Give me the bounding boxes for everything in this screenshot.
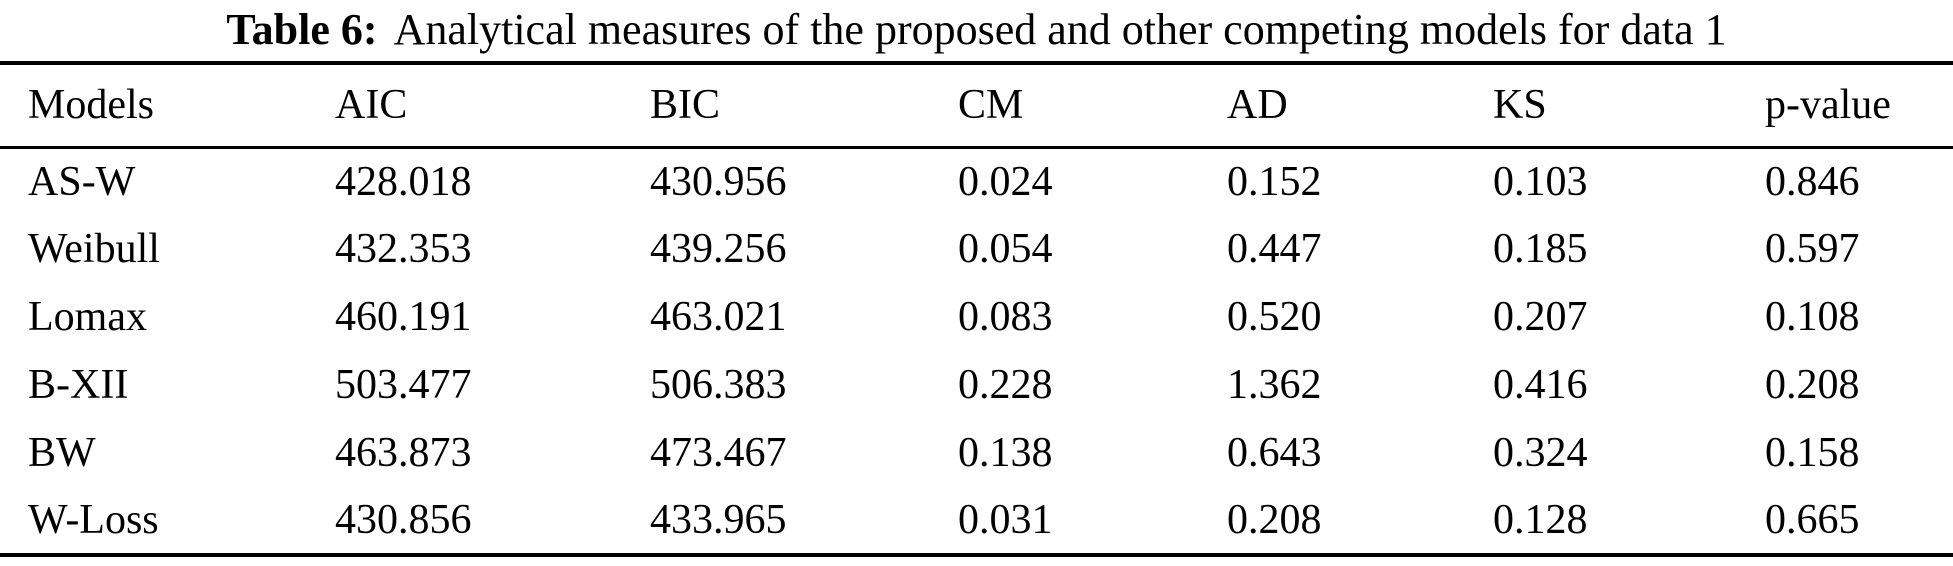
- value-cell: 463.021: [650, 294, 787, 340]
- header-cell-cm: CM: [930, 63, 1199, 149]
- value-cell: 503.477: [335, 362, 472, 408]
- value-cell: 0.324: [1493, 430, 1588, 476]
- model-name-cell: AS-W: [28, 158, 136, 205]
- value-cell: 0.031: [958, 497, 1053, 543]
- value-cell: 460.191: [335, 294, 472, 340]
- value-cell: 463.873: [335, 430, 472, 476]
- value-cell: 0.083: [958, 294, 1053, 340]
- value-cell: 0.185: [1493, 226, 1588, 272]
- model-name-cell: Lomax: [28, 294, 147, 340]
- table-row: Weibull 432.353 439.256 0.054 0.447 0.185 0.59…: [0, 215, 1953, 283]
- value-cell: 0.103: [1493, 158, 1588, 205]
- value-cell: 0.138: [958, 430, 1053, 476]
- value-cell: 0.108: [1765, 294, 1860, 340]
- value-cell: 0.416: [1493, 362, 1588, 408]
- table-row: W-Loss 430.856 433.965 0.031 0.208 0.128 0.665: [0, 487, 1953, 555]
- value-cell: 433.965: [650, 497, 787, 543]
- value-cell: 0.208: [1227, 497, 1322, 543]
- table-row: AS-W 428.018 430.956 0.024 0.152 0.103 0.846: [0, 147, 1953, 215]
- model-name-cell: Weibull: [28, 226, 160, 272]
- value-cell: 430.856: [335, 497, 472, 543]
- value-cell: 0.447: [1227, 226, 1322, 272]
- header-cell-bic: BIC: [622, 63, 930, 149]
- value-cell: 0.520: [1227, 294, 1322, 340]
- value-cell: 1.362: [1227, 362, 1322, 408]
- model-name-cell: BW: [28, 430, 96, 476]
- value-cell: 0.597: [1765, 226, 1860, 272]
- header-cell-ad: AD: [1199, 63, 1465, 149]
- table-row: BW 463.873 473.467 0.138 0.643 0.324 0.158: [0, 419, 1953, 487]
- table-caption-label: Table 6:: [226, 5, 378, 54]
- value-cell: 473.467: [650, 430, 787, 476]
- table-row: B-XII 503.477 506.383 0.228 1.362 0.416 0.208: [0, 351, 1953, 419]
- value-cell: 0.208: [1765, 362, 1860, 408]
- table-row: Lomax 460.191 463.021 0.083 0.520 0.207 0.108: [0, 283, 1953, 351]
- header-cell-aic: AIC: [307, 63, 622, 149]
- analytical-measures-table: Models AIC BIC CM AD KS p-value AS-W 428.…: [0, 61, 1953, 557]
- value-cell: 0.665: [1765, 497, 1860, 543]
- value-cell: 432.353: [335, 226, 472, 272]
- table-caption-text: Analytical measures of the proposed and …: [393, 5, 1727, 54]
- header-cell-pvalue: p-value: [1737, 63, 1953, 149]
- value-cell: 439.256: [650, 226, 787, 272]
- header-cell-models: Models: [0, 63, 307, 149]
- value-cell: 0.054: [958, 226, 1053, 272]
- model-name-cell: W-Loss: [28, 497, 159, 543]
- value-cell: 0.128: [1493, 497, 1588, 543]
- value-cell: 506.383: [650, 362, 787, 408]
- value-cell: 428.018: [335, 158, 472, 205]
- value-cell: 0.846: [1765, 158, 1860, 205]
- value-cell: 0.024: [958, 158, 1053, 205]
- model-name-cell: B-XII: [28, 362, 129, 408]
- value-cell: 0.643: [1227, 430, 1322, 476]
- value-cell: 0.152: [1227, 158, 1322, 205]
- value-cell: 430.956: [650, 158, 787, 205]
- header-cell-ks: KS: [1465, 63, 1737, 149]
- value-cell: 0.228: [958, 362, 1053, 408]
- table-header-row: Models AIC BIC CM AD KS p-value: [0, 63, 1953, 149]
- table-body: AS-W 428.018 430.956 0.024 0.152 0.103 0.846 We…: [0, 147, 1953, 555]
- value-cell: 0.158: [1765, 430, 1860, 476]
- table-caption: Table 6: Analytical measures of the propo…: [0, 2, 1953, 58]
- value-cell: 0.207: [1493, 294, 1588, 340]
